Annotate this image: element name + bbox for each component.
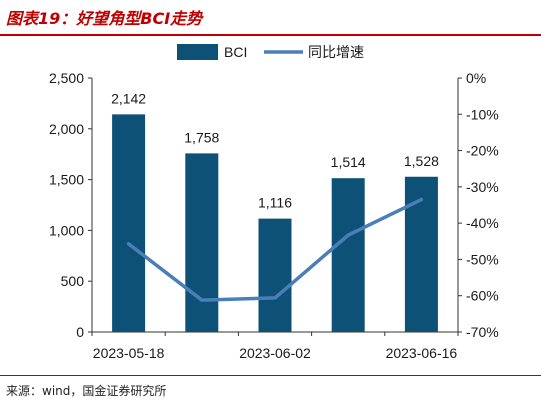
line-series [126,197,424,302]
x-tick-label: 2023-06-02 [239,345,311,361]
y-right-tick-label: -60% [466,288,499,304]
source-note: 来源：wind，国金证券研究所 [6,384,167,398]
data-labels: 2,142 1,758 1,116 1,514 1,528 [111,90,439,210]
bar-value-label: 1,758 [184,129,219,145]
y-right-tick-label: -20% [466,143,499,159]
bar-series [112,114,438,332]
legend-bar-label: BCI [224,44,247,60]
legend-bar-swatch [177,44,218,60]
y-right-tick-label: -30% [466,179,499,195]
chart-title: 图表19：好望角型BCI走势 [6,9,203,28]
title-divider [0,34,541,36]
y-left-tick-label: 1,500 [49,172,84,188]
y-right-tick-label: -70% [466,324,499,340]
source-divider [0,375,541,376]
bar-bci [185,153,219,332]
bar-bci [331,178,365,332]
bar-value-label: 1,116 [258,195,292,211]
y-left-tick-label: 0 [76,324,84,340]
legend-line-label: 同比增速 [308,44,364,60]
y-left-tick-label: 500 [61,273,85,289]
y-left-tick-label: 2,000 [49,121,84,137]
bar-value-label: 1,528 [404,153,439,169]
bar-bci [404,176,438,332]
y-left-tick-label: 2,500 [49,70,84,86]
bar-value-label: 1,514 [331,154,366,170]
y-left-tick-label: 1,000 [49,222,84,238]
y-right-tick-label: 0% [466,70,486,86]
x-tick-label: 2023-05-18 [93,345,165,361]
bar-bci [258,218,292,332]
bar-bci [112,114,146,332]
y-right-tick-label: -50% [466,251,499,267]
legend: BCI 同比增速 [177,44,364,60]
y-right-tick-label: -40% [466,215,499,231]
x-tick-label: 2023-06-16 [386,345,458,361]
line-yoy-growth [126,197,424,302]
y-right-tick-label: -10% [466,106,499,122]
bar-value-label: 2,142 [111,90,146,106]
axes: 0 500 1,000 1,500 2,000 2,500 0% -10% -20% -30% -4… [49,70,499,361]
